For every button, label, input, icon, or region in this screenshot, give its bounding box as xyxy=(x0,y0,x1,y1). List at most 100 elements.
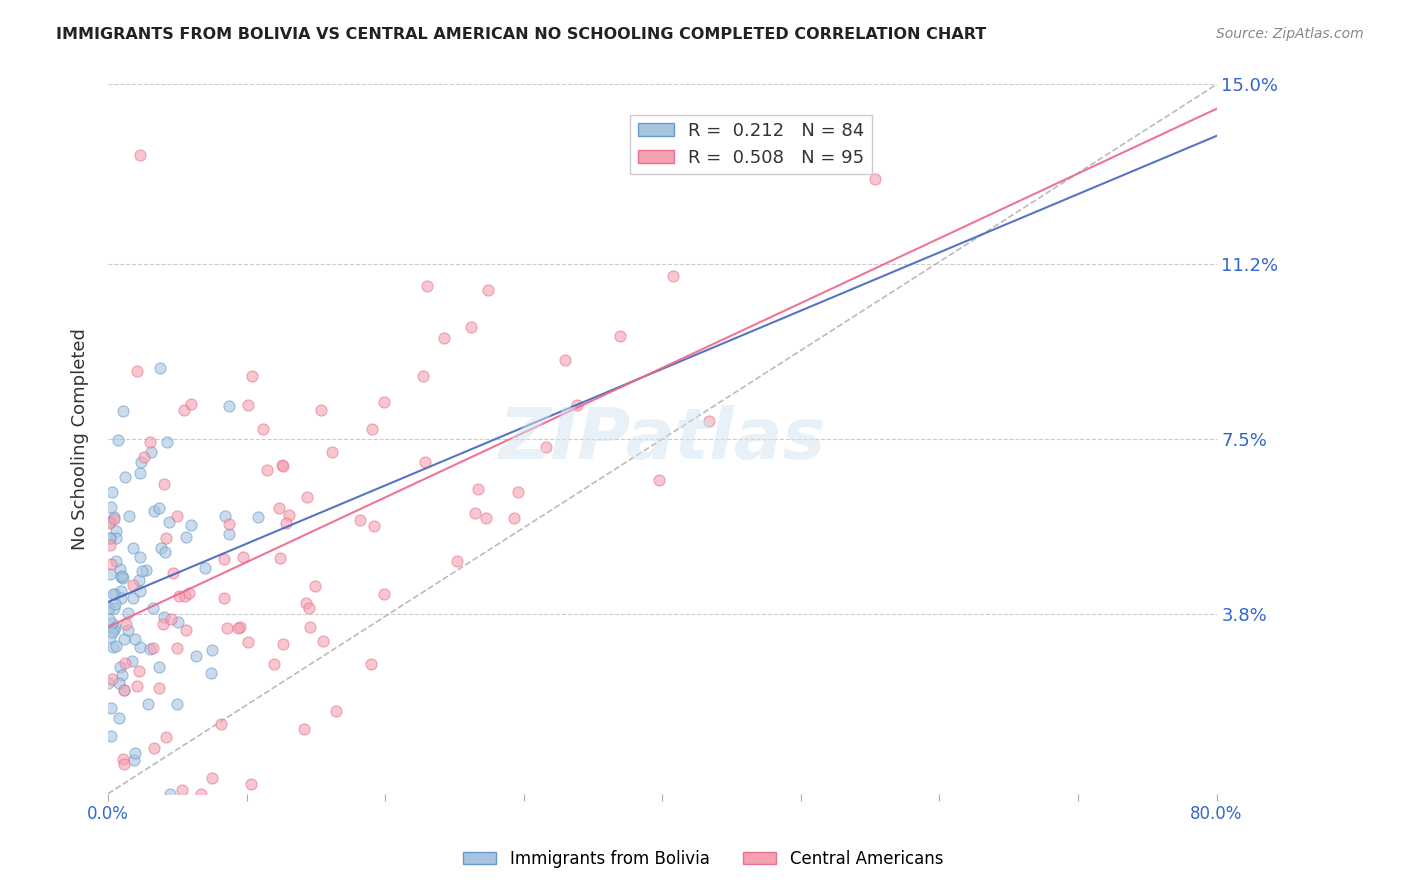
Point xyxy=(373,587,395,601)
Point xyxy=(108,676,131,690)
Text: IMMIGRANTS FROM BOLIVIA VS CENTRAL AMERICAN NO SCHOOLING COMPLETED CORRELATION C: IMMIGRANTS FROM BOLIVIA VS CENTRAL AMERI… xyxy=(56,27,987,42)
Point xyxy=(101,672,124,686)
Point xyxy=(467,482,489,496)
Point xyxy=(190,787,212,801)
Point xyxy=(128,573,150,587)
Point xyxy=(112,683,135,698)
Text: ZIPatlas: ZIPatlas xyxy=(499,405,825,474)
Point xyxy=(212,591,235,605)
Point xyxy=(148,681,170,696)
Point xyxy=(278,508,301,522)
Point xyxy=(136,697,159,711)
Point xyxy=(446,554,468,568)
Point xyxy=(155,545,177,559)
Point xyxy=(160,612,183,626)
Point xyxy=(122,591,145,605)
Point xyxy=(128,466,150,480)
Point xyxy=(98,566,121,581)
Point xyxy=(218,399,240,413)
Point xyxy=(98,516,121,530)
Point xyxy=(103,587,125,601)
Point xyxy=(100,701,122,715)
Point xyxy=(98,631,121,645)
Point xyxy=(159,787,181,801)
Point xyxy=(100,729,122,743)
Point xyxy=(97,516,120,530)
Point xyxy=(477,283,499,297)
Point xyxy=(292,723,315,737)
Point xyxy=(128,664,150,678)
Point xyxy=(240,777,263,791)
Point xyxy=(413,455,436,469)
Legend: Immigrants from Bolivia, Central Americans: Immigrants from Bolivia, Central America… xyxy=(457,844,949,875)
Point xyxy=(108,711,131,725)
Point xyxy=(112,632,135,647)
Point xyxy=(155,434,177,449)
Point xyxy=(309,403,332,417)
Point xyxy=(114,470,136,484)
Point xyxy=(238,635,260,649)
Point xyxy=(131,564,153,578)
Point xyxy=(252,422,274,436)
Point xyxy=(142,601,165,615)
Point xyxy=(118,509,141,524)
Point xyxy=(110,591,132,606)
Point xyxy=(105,524,128,539)
Point xyxy=(97,676,120,690)
Point xyxy=(180,397,202,411)
Point xyxy=(110,569,132,583)
Point xyxy=(149,361,172,376)
Point xyxy=(104,587,127,601)
Point xyxy=(506,485,529,500)
Point xyxy=(180,518,202,533)
Point xyxy=(218,516,240,531)
Point xyxy=(111,569,134,583)
Point xyxy=(273,637,295,651)
Legend: R =  0.212   N = 84, R =  0.508   N = 95: R = 0.212 N = 84, R = 0.508 N = 95 xyxy=(630,115,872,174)
Point xyxy=(97,601,120,615)
Point xyxy=(142,640,165,655)
Point xyxy=(363,519,385,533)
Point xyxy=(166,697,188,711)
Point xyxy=(148,660,170,674)
Point xyxy=(432,331,454,345)
Point xyxy=(209,716,232,731)
Point xyxy=(177,586,200,600)
Point xyxy=(98,531,121,545)
Point xyxy=(256,463,278,477)
Point xyxy=(104,531,127,545)
Point xyxy=(212,552,235,566)
Point xyxy=(124,746,146,760)
Point xyxy=(170,782,193,797)
Point xyxy=(112,682,135,697)
Point xyxy=(232,550,254,565)
Point xyxy=(142,504,165,518)
Point xyxy=(609,329,631,343)
Point xyxy=(157,515,180,529)
Point xyxy=(503,511,526,525)
Point xyxy=(215,621,238,635)
Point xyxy=(127,364,149,378)
Point xyxy=(98,538,121,552)
Point xyxy=(101,485,124,500)
Point xyxy=(269,551,291,566)
Point xyxy=(104,554,127,568)
Point xyxy=(229,619,252,633)
Point xyxy=(122,541,145,556)
Point xyxy=(100,557,122,571)
Point xyxy=(114,616,136,631)
Point xyxy=(460,319,482,334)
Point xyxy=(312,633,335,648)
Point xyxy=(218,526,240,541)
Point xyxy=(135,563,157,577)
Point xyxy=(464,506,486,520)
Point xyxy=(186,648,208,663)
Point xyxy=(201,771,224,785)
Point xyxy=(139,435,162,450)
Point xyxy=(139,641,162,656)
Point xyxy=(155,730,177,744)
Point xyxy=(108,562,131,576)
Point xyxy=(127,679,149,693)
Point xyxy=(108,660,131,674)
Point xyxy=(110,583,132,598)
